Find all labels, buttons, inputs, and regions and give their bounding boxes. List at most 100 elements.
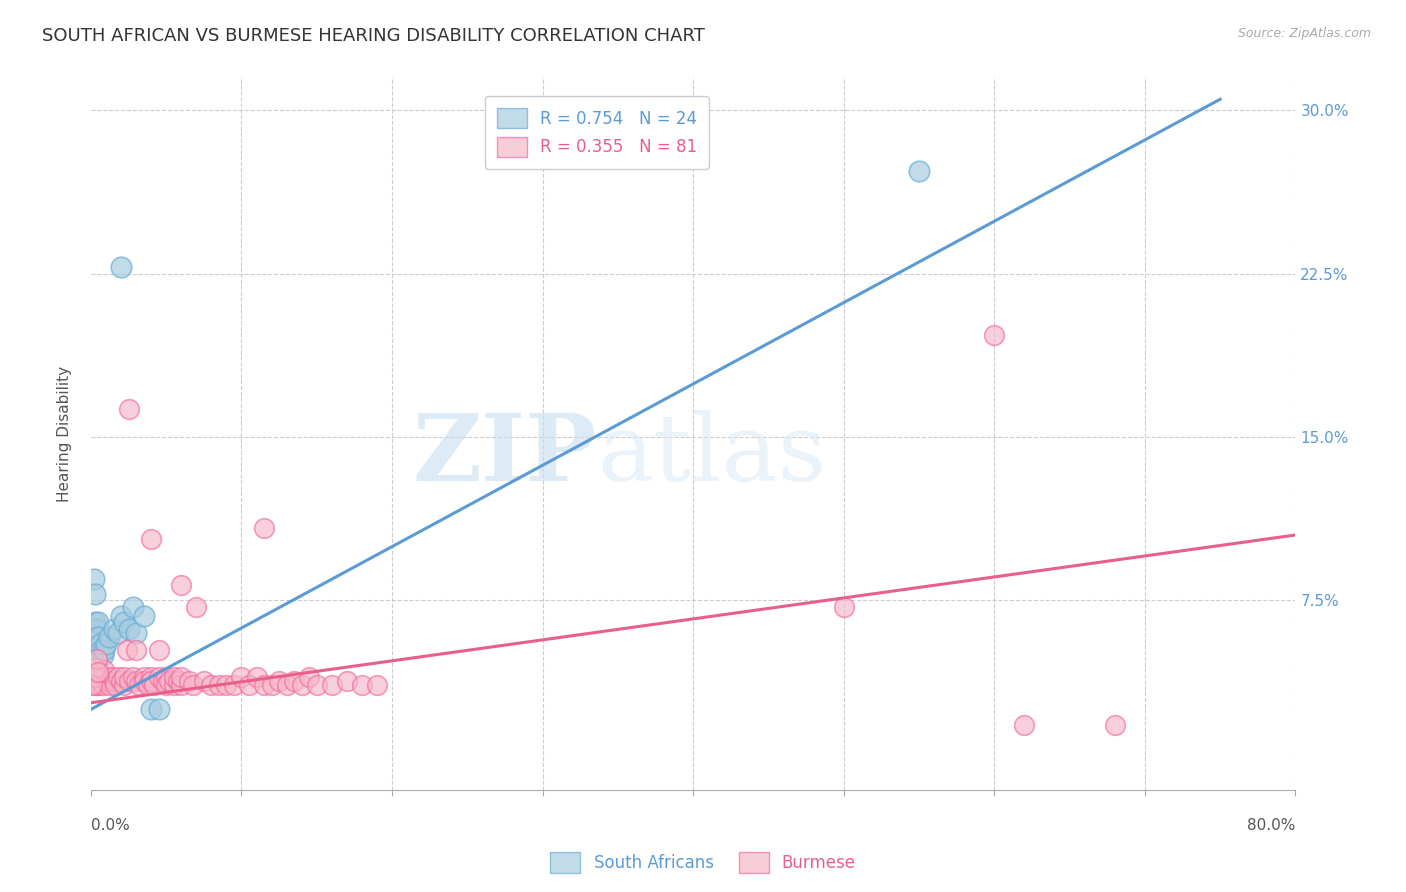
- Point: [143, 678, 166, 692]
- Point: [89, 670, 111, 684]
- Point: [136, 678, 159, 692]
- Point: [141, 670, 163, 684]
- Point: [86, 652, 108, 666]
- Point: [112, 615, 135, 629]
- Point: [122, 599, 145, 614]
- Text: Source: ZipAtlas.com: Source: ZipAtlas.com: [1237, 27, 1371, 40]
- Point: [148, 670, 170, 684]
- Point: [87, 678, 110, 692]
- Point: [112, 678, 135, 692]
- Point: [86, 670, 108, 684]
- Point: [84, 587, 107, 601]
- Point: [193, 673, 215, 688]
- Text: 80.0%: 80.0%: [1247, 819, 1295, 833]
- Point: [167, 673, 190, 688]
- Point: [90, 643, 112, 657]
- Point: [107, 670, 129, 684]
- Point: [98, 678, 121, 692]
- Point: [170, 678, 193, 692]
- Point: [253, 678, 276, 692]
- Point: [983, 327, 1005, 342]
- Point: [94, 673, 117, 688]
- Point: [157, 673, 180, 688]
- Point: [186, 599, 208, 614]
- Point: [98, 631, 121, 645]
- Point: [231, 670, 253, 684]
- Point: [132, 673, 155, 688]
- Point: [269, 673, 291, 688]
- Point: [181, 678, 204, 692]
- Point: [125, 643, 148, 657]
- Point: [208, 678, 231, 692]
- Point: [122, 670, 145, 684]
- Point: [125, 673, 148, 688]
- Point: [87, 665, 110, 680]
- Point: [141, 673, 163, 688]
- Point: [84, 615, 107, 629]
- Point: [283, 673, 305, 688]
- Point: [89, 637, 111, 651]
- Point: [104, 678, 127, 692]
- Point: [101, 670, 124, 684]
- Point: [215, 678, 238, 692]
- Point: [148, 702, 170, 716]
- Point: [305, 678, 328, 692]
- Point: [86, 678, 108, 692]
- Legend: R = 0.754   N = 24, R = 0.355   N = 81: R = 0.754 N = 24, R = 0.355 N = 81: [485, 96, 709, 169]
- Point: [276, 678, 298, 692]
- Point: [103, 673, 125, 688]
- Text: 0.0%: 0.0%: [91, 819, 129, 833]
- Point: [832, 599, 855, 614]
- Point: [84, 670, 107, 684]
- Point: [152, 673, 174, 688]
- Point: [253, 521, 276, 535]
- Point: [321, 678, 343, 692]
- Point: [291, 678, 314, 692]
- Point: [110, 608, 132, 623]
- Point: [107, 626, 129, 640]
- Point: [1014, 717, 1036, 731]
- Point: [117, 622, 139, 636]
- Point: [260, 678, 283, 692]
- Point: [93, 643, 115, 657]
- Point: [82, 619, 104, 633]
- Text: atlas: atlas: [596, 410, 827, 500]
- Point: [200, 678, 222, 692]
- Legend: South Africans, Burmese: South Africans, Burmese: [544, 846, 862, 880]
- Point: [112, 670, 135, 684]
- Point: [103, 622, 125, 636]
- Point: [238, 678, 260, 692]
- Point: [163, 670, 186, 684]
- Point: [132, 670, 155, 684]
- Point: [125, 626, 148, 640]
- Point: [170, 670, 193, 684]
- Point: [1104, 717, 1126, 731]
- Point: [132, 608, 155, 623]
- Point: [117, 673, 139, 688]
- Text: SOUTH AFRICAN VS BURMESE HEARING DISABILITY CORRELATION CHART: SOUTH AFRICAN VS BURMESE HEARING DISABIL…: [42, 27, 704, 45]
- Point: [83, 678, 105, 692]
- Point: [155, 678, 177, 692]
- Point: [170, 578, 193, 592]
- Point: [141, 702, 163, 716]
- Point: [91, 648, 114, 662]
- Point: [115, 643, 138, 657]
- Point: [82, 673, 104, 688]
- Point: [91, 678, 114, 692]
- Point: [245, 670, 267, 684]
- Point: [87, 673, 110, 688]
- Point: [110, 673, 132, 688]
- Point: [350, 678, 373, 692]
- Point: [94, 637, 117, 651]
- Point: [110, 260, 132, 274]
- Point: [94, 670, 117, 684]
- Point: [87, 615, 110, 629]
- Point: [83, 572, 105, 586]
- Point: [86, 631, 108, 645]
- Point: [163, 678, 186, 692]
- Point: [84, 673, 107, 688]
- Point: [83, 670, 105, 684]
- Point: [222, 678, 245, 692]
- Text: ZIP: ZIP: [412, 410, 596, 500]
- Point: [87, 631, 110, 645]
